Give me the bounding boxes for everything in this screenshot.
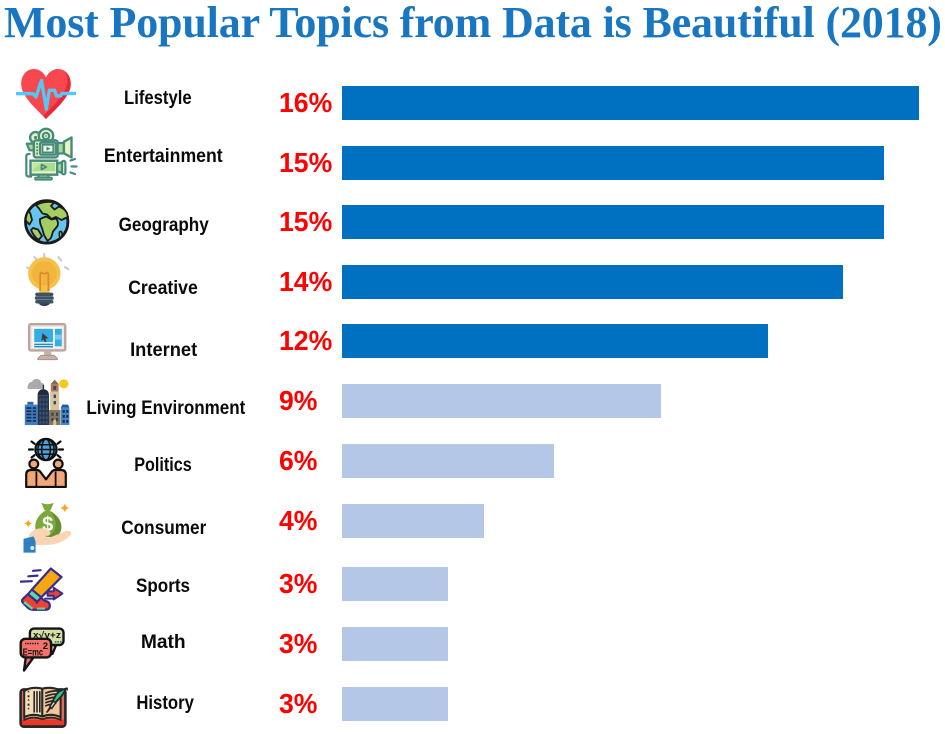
svg-text:x√y+z: x√y+z	[33, 630, 62, 640]
svg-text:2: 2	[43, 641, 48, 652]
svg-text:$: $	[42, 514, 53, 536]
svg-text:E=mc: E=mc	[23, 648, 44, 659]
